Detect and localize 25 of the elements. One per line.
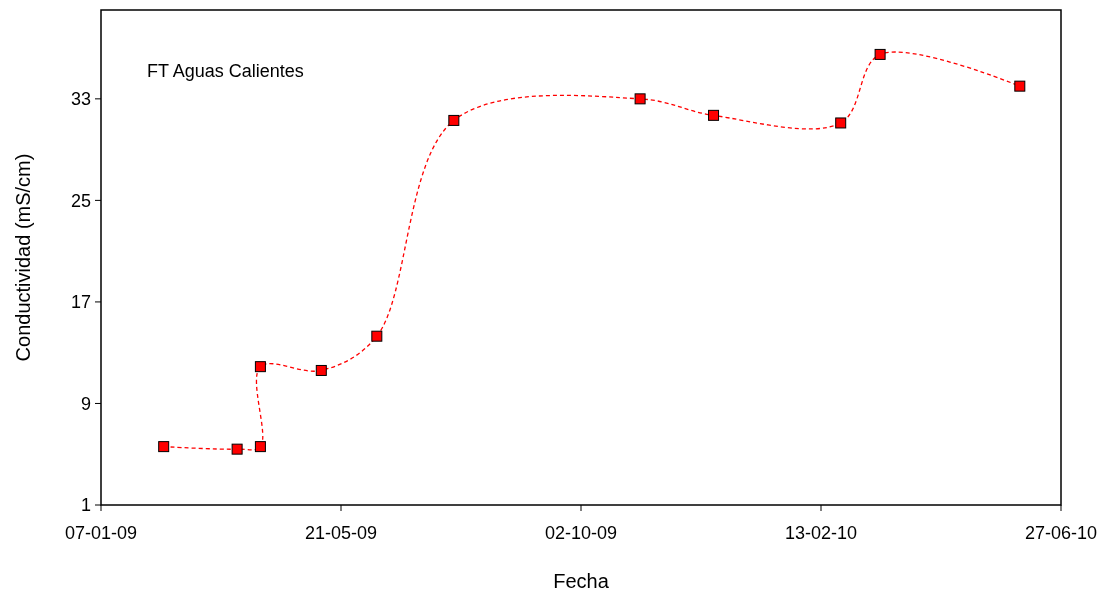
x-tick-label: 13-02-10: [784, 523, 858, 543]
x-axis-title: Fecha: [553, 570, 610, 592]
point: [158, 441, 170, 453]
y-axis-title: Conductividad (mS/cm): [12, 153, 34, 362]
point: [835, 117, 847, 129]
annotation: FT Aguas Calientes: [147, 61, 304, 81]
y-tick-label: 17: [70, 292, 91, 313]
point: [1014, 80, 1026, 92]
point: [315, 364, 327, 376]
y-tick-label: 33: [70, 89, 91, 110]
point: [708, 109, 720, 121]
point: [231, 443, 243, 455]
point: [634, 93, 646, 105]
y-tick-label: 1: [80, 495, 91, 516]
point: [371, 330, 383, 342]
y-tick-label: 25: [70, 190, 91, 211]
point: [448, 114, 460, 126]
x-tick-label: 27-06-10: [1024, 523, 1098, 543]
y-tick-label: 9: [80, 393, 91, 414]
point: [874, 48, 886, 60]
point: [254, 361, 266, 373]
x-tick-label: 02-10-09: [544, 523, 618, 543]
x-tick-label: 21-05-09: [304, 523, 378, 543]
point: [254, 441, 266, 453]
x-tick-label: 07-01-09: [64, 523, 138, 543]
